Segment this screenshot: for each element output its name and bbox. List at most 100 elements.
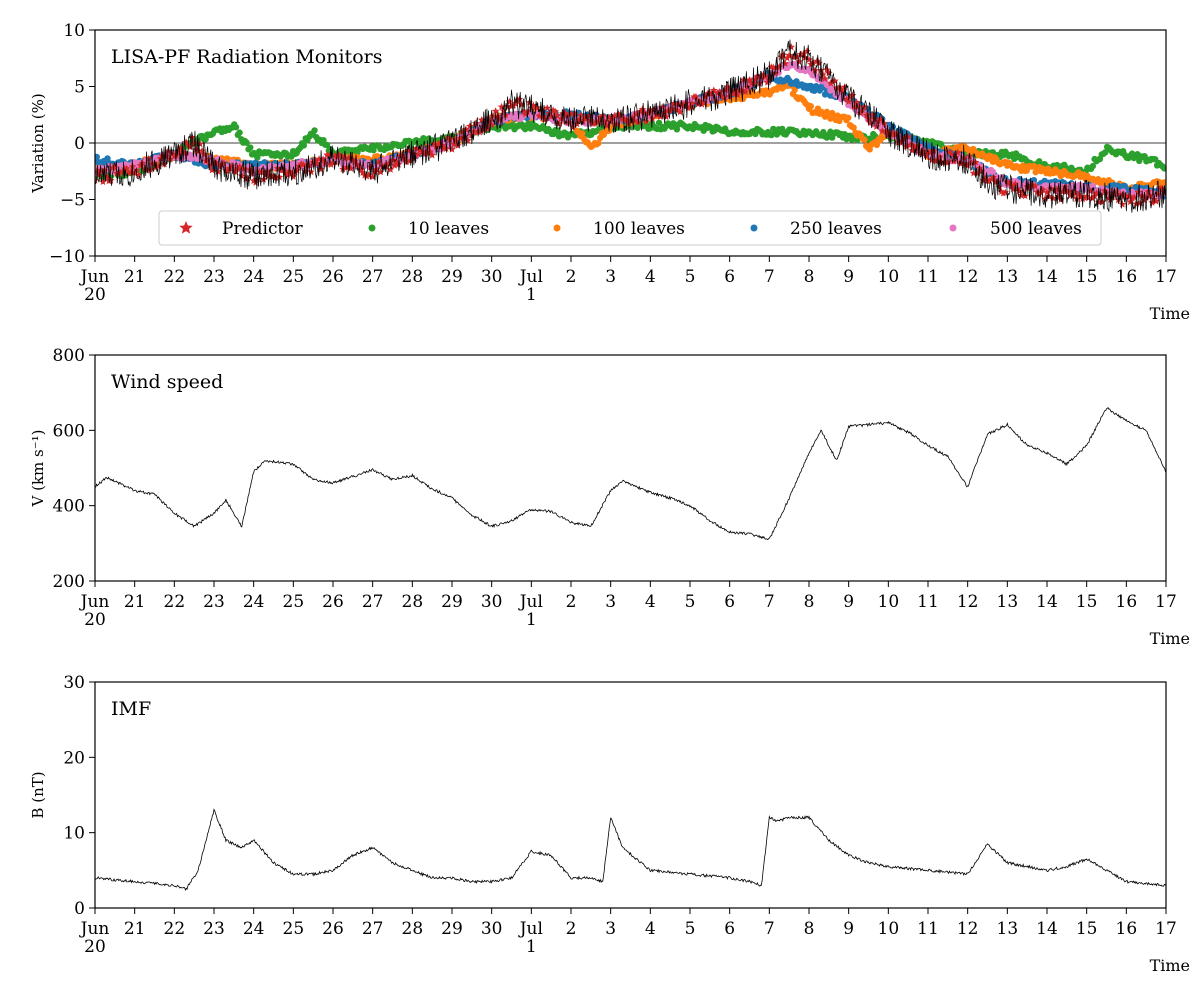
legend-entry: 100 leaves (553, 219, 685, 239)
data-point (339, 165, 347, 173)
data-point (971, 158, 980, 166)
x-tick-label: 27 (362, 592, 384, 612)
x-tick-label: 2 (566, 592, 577, 612)
y-tick-label: 800 (53, 346, 85, 366)
data-point (247, 169, 256, 177)
x-tick-label: 26 (322, 267, 344, 287)
data-point (553, 111, 561, 119)
x-tick-label: 26 (322, 592, 344, 612)
data-point (386, 165, 395, 173)
x-tick-label: 8 (804, 267, 815, 287)
x-tick-label: 4 (645, 267, 656, 287)
data-point (949, 157, 958, 165)
legend-entry: 500 leaves (949, 219, 1082, 239)
data-point (698, 100, 706, 108)
x-tick-label: 17 (1155, 592, 1177, 612)
x-tick-label: 3 (605, 267, 616, 287)
x-tick-label: 6 (724, 267, 735, 287)
data-point (374, 158, 383, 166)
x-tick-label: 30 (481, 267, 503, 287)
data-point (254, 154, 261, 161)
x-tick-label: Jun (79, 592, 110, 612)
data-point (1161, 179, 1166, 186)
x-tick-label: 13 (997, 592, 1019, 612)
data-point (655, 119, 663, 126)
x-tick-label: 15 (1076, 592, 1098, 612)
x-tick-label: 11 (917, 919, 939, 939)
plot-frame (94, 354, 1167, 582)
data-point (323, 141, 331, 149)
data-point (845, 114, 852, 121)
x-tick-label: 9 (843, 267, 854, 287)
data-point (543, 104, 551, 112)
x-tick-label: 27 (362, 919, 384, 939)
x-tick-label: Jul (518, 267, 543, 287)
data-point (1126, 197, 1135, 206)
x-tick-label: 30 (481, 919, 503, 939)
data-point (311, 127, 318, 134)
data-point (673, 126, 681, 133)
x-tick-label: 29 (441, 919, 463, 939)
data-point (749, 79, 758, 87)
y-tick-label: 20 (63, 748, 85, 768)
x-tick-label: 5 (685, 919, 696, 939)
data-point (1084, 193, 1093, 202)
data-line (95, 808, 1166, 892)
x-tick-label: 16 (1116, 592, 1138, 612)
data-point (1128, 194, 1137, 202)
legend-marker (553, 224, 561, 232)
x-tick-label: 24 (243, 919, 265, 939)
data-point (164, 147, 173, 155)
data-point (232, 123, 240, 131)
data-point (347, 164, 355, 172)
data-point (688, 99, 696, 107)
x-tick-label: 23 (203, 267, 225, 287)
x-tick-label: Jul (518, 592, 543, 612)
x-tick-label: 23 (203, 919, 225, 939)
data-point (95, 153, 100, 161)
y-tick-label: −10 (49, 247, 85, 267)
data-point (811, 66, 819, 74)
y-tick-label: 5 (74, 78, 85, 98)
data-point (632, 110, 641, 118)
data-point (579, 130, 586, 137)
x-tick-label: 13 (997, 267, 1019, 287)
data-point (821, 74, 829, 82)
x-tick-label: 4 (645, 592, 656, 612)
data-point (878, 126, 887, 135)
y-tick-label: −5 (60, 191, 85, 211)
data-point (577, 111, 585, 119)
data-point (807, 103, 814, 110)
data-point (844, 97, 853, 105)
x-tick-label: 16 (1116, 919, 1138, 939)
data-point (487, 120, 496, 128)
panel-title: LISA-PF Radiation Monitors (111, 46, 382, 68)
data-point (428, 151, 436, 159)
x-tick-label: 12 (957, 267, 979, 287)
data-line (95, 407, 1166, 541)
data-point (1089, 162, 1097, 170)
data-point (723, 82, 732, 91)
x-tick-label: 5 (685, 267, 696, 287)
x-tick-label: 3 (605, 919, 616, 939)
y-tick-label: 600 (53, 421, 85, 441)
data-point (692, 92, 700, 101)
legend-marker (949, 224, 957, 232)
x-tick-label: 6 (724, 919, 735, 939)
x-tick-label: 21 (124, 592, 146, 612)
legend: Predictor 10 leaves 100 leaves 250 leaves 50… (158, 210, 1102, 246)
x-tick-label: 11 (917, 592, 939, 612)
x-tick-label: 10 (878, 267, 900, 287)
data-point (1089, 182, 1097, 190)
data-point (989, 168, 997, 176)
x-tick-label: 7 (764, 919, 775, 939)
data-point (791, 86, 798, 94)
y-tick-label: 10 (63, 21, 85, 41)
legend-label: 500 leaves (990, 219, 1082, 239)
x-tick-label: 15 (1076, 919, 1098, 939)
x-axis-label: Time (1150, 629, 1190, 648)
legend-entry: 10 leaves (368, 219, 489, 239)
x-tick-label: 25 (283, 267, 305, 287)
x-tick-label: 24 (243, 267, 265, 287)
